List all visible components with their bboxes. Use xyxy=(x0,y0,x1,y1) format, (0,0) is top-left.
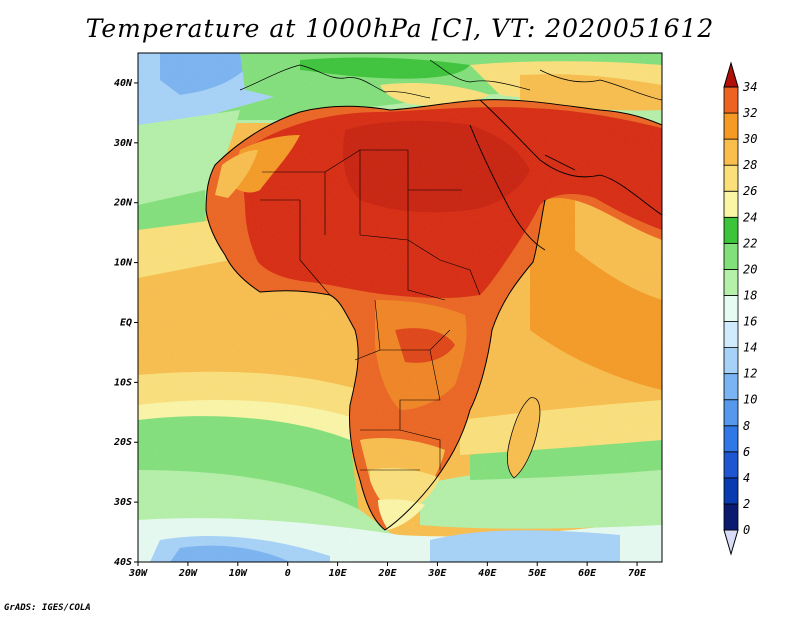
lat-tick-label: 10N xyxy=(114,258,133,269)
colorbar-max-arrow xyxy=(723,61,739,88)
colorbar-segment xyxy=(723,477,739,505)
colorbar-segment xyxy=(723,321,739,348)
lon-tick-label: 10E xyxy=(329,568,348,579)
colorbar-label: 28 xyxy=(743,158,757,172)
lon-tick-label: 10W xyxy=(229,568,248,579)
colorbar-segment xyxy=(723,451,739,479)
colorbar-label: 22 xyxy=(743,236,757,250)
colorbar-label: 0 xyxy=(743,523,750,537)
colorbar-min-arrow xyxy=(723,529,739,556)
longitude-axis: 30W 20W 10W 0 10E 20E 30E 40E 50E 60E 70E xyxy=(128,562,647,579)
lat-tick-label: 10S xyxy=(114,377,132,388)
lat-tick-label: 30S xyxy=(113,497,132,508)
colorbar-label: 14 xyxy=(743,341,757,355)
colorbar-segment xyxy=(723,190,739,218)
colorbar-segment xyxy=(723,269,739,296)
colorbar-segment xyxy=(723,112,739,140)
lat-tick-label: 20N xyxy=(113,198,133,209)
colorbar-segment xyxy=(723,373,739,401)
colorbar-label: 30 xyxy=(742,132,757,146)
colorbar-label: 16 xyxy=(743,315,757,329)
lon-tick-label: 60E xyxy=(578,568,597,579)
colorbar-label: 20 xyxy=(743,262,757,276)
colorbar-label: 2 xyxy=(743,497,750,511)
colorbar-label: 18 xyxy=(743,288,757,302)
credit-text: GrADS: IGES/COLA xyxy=(4,603,91,613)
lat-tick-label: 20S xyxy=(113,437,132,448)
colorbar-segment xyxy=(723,399,739,427)
lon-tick-label: 50E xyxy=(528,568,547,579)
colorbar-segment xyxy=(723,347,739,375)
colorbar-label: 6 xyxy=(743,445,750,459)
colorbar-label: 34 xyxy=(742,80,757,94)
lon-tick-label: 0 xyxy=(285,568,291,579)
lon-tick-label: 30E xyxy=(427,568,447,579)
map-title: Temperature at 1000hPa [C], VT: 20200516… xyxy=(85,14,715,43)
colorbar-segment xyxy=(723,86,739,114)
lat-tick-label: 40N xyxy=(114,78,133,89)
colorbar-segment xyxy=(723,295,739,322)
colorbar-segment xyxy=(723,138,739,166)
colorbar-segment xyxy=(723,164,739,192)
colorbar-segment xyxy=(723,242,739,270)
lon-tick-label: 70E xyxy=(628,568,647,579)
temperature-field xyxy=(138,53,662,562)
colorbar-label: 26 xyxy=(743,184,757,198)
lon-tick-label: 30W xyxy=(128,568,148,579)
lon-tick-label: 20W xyxy=(178,568,198,579)
lat-tick-label: 30N xyxy=(113,138,133,149)
colorbar-segment xyxy=(723,503,739,531)
map-frame xyxy=(137,52,663,563)
lat-tick-label: 40S xyxy=(114,557,132,568)
colorbar-label: 4 xyxy=(743,471,750,485)
colorbar-label: 32 xyxy=(742,106,757,120)
colorbar-label: 24 xyxy=(743,210,757,224)
colorbar-label: 10 xyxy=(743,393,757,407)
lon-tick-label: 40E xyxy=(478,568,497,579)
colorbar-label: 12 xyxy=(743,367,757,381)
latitude-axis: 40N 30N 20N 10N EQ 10S 20S 30S 40S xyxy=(113,78,138,568)
colorbar-segment xyxy=(723,425,739,453)
lon-tick-label: 20E xyxy=(377,568,397,579)
colorbar-label: 8 xyxy=(743,419,750,433)
colorbar-segment xyxy=(723,216,739,244)
lat-tick-label: EQ xyxy=(120,317,132,328)
